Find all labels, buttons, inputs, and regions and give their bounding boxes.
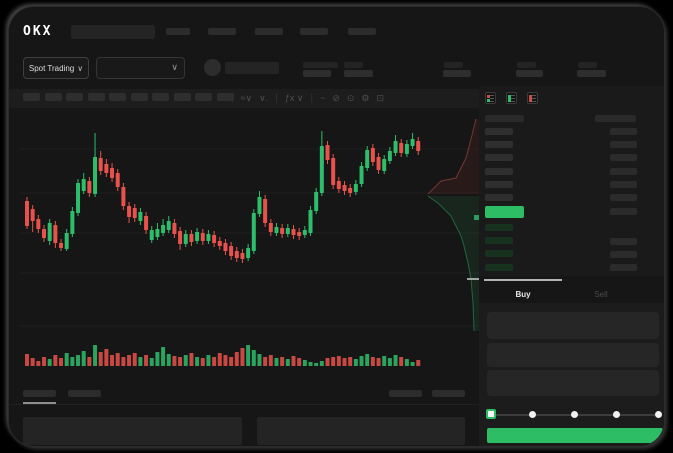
slider-stop-100[interactable] — [655, 411, 662, 418]
bid-size-row-2[interactable] — [610, 251, 637, 258]
slider-stop-50[interactable] — [571, 411, 578, 418]
interval-button-5[interactable] — [109, 93, 126, 101]
toolbar-divider: | — [275, 92, 278, 104]
stat-volume-value — [577, 70, 606, 77]
indicators-icon[interactable]: ƒx ∨ — [284, 93, 304, 103]
search-input[interactable] — [71, 25, 155, 39]
app-window: OKX Spot Trading ∨ ∨ | ≈∨ ∨. | ƒx ∨ | ~ ⊘ ⊙ ⚙ ⊡ — [8, 6, 665, 447]
ask-size-row-3[interactable] — [610, 154, 637, 161]
divider — [9, 404, 479, 405]
fullscreen-icon[interactable]: ⊡ — [376, 93, 385, 103]
interval-button-2[interactable] — [45, 93, 62, 101]
market-type-dropdown[interactable]: Spot Trading ∨ — [23, 57, 89, 79]
interval-button-10[interactable] — [217, 93, 234, 101]
bottom-active-tab-indicator — [23, 402, 56, 404]
amount-field[interactable] — [487, 343, 659, 367]
settings-icon[interactable]: ⚙ — [361, 93, 370, 103]
ask-price-row-5[interactable] — [485, 181, 513, 188]
ask-price-row-1[interactable] — [485, 128, 513, 135]
tab-sell[interactable]: Sell — [594, 290, 608, 299]
stat-change-value — [344, 70, 373, 77]
chevron-down-icon: ∨ — [77, 63, 84, 73]
drawing-tool-icon[interactable]: ⊘ — [332, 93, 340, 103]
interval-button-3[interactable] — [66, 93, 83, 101]
slider-stop-75[interactable] — [613, 411, 620, 418]
interval-button-9[interactable] — [195, 93, 212, 101]
camera-icon[interactable]: ⊙ — [346, 93, 355, 103]
tab-buy[interactable]: Buy — [515, 290, 531, 299]
buy-submit-button[interactable] — [487, 428, 663, 443]
stat-low-value — [516, 70, 543, 77]
market-type-label: Spot Trading — [28, 63, 75, 73]
okx-logo[interactable]: OKX — [23, 24, 53, 39]
ask-size-row-7[interactable] — [610, 208, 637, 215]
chart-style-icon[interactable]: ≈∨ — [240, 93, 253, 103]
bid-price-row-3[interactable] — [485, 250, 513, 257]
orderbook-header-left — [485, 115, 524, 122]
bid-size-row-1[interactable] — [610, 238, 637, 245]
bottom-tab-orders[interactable] — [23, 390, 56, 397]
nav-item-1[interactable] — [166, 28, 190, 35]
book-sell-icon[interactable] — [527, 92, 538, 104]
ask-size-row-2[interactable] — [610, 141, 637, 148]
slider-handle[interactable] — [486, 409, 496, 419]
line-tool-icon[interactable]: ~ — [320, 93, 326, 103]
active-tab-indicator — [484, 279, 562, 281]
interval-dropdown-icon[interactable]: ∨. — [259, 93, 269, 103]
toolbar-divider: | — [231, 92, 234, 104]
orders-table-placeholder — [23, 417, 242, 445]
book-buy-icon[interactable] — [506, 92, 517, 104]
bid-price-row-1[interactable] — [485, 224, 513, 231]
price-field[interactable] — [487, 312, 659, 339]
orderbook-header-right — [595, 115, 636, 122]
ask-size-row-1[interactable] — [610, 128, 637, 135]
ask-price-row-2[interactable] — [485, 141, 513, 148]
candlestick-chart-canvas[interactable] — [19, 107, 479, 377]
stat-price-label — [303, 62, 338, 68]
chevron-down-icon: ∨ — [171, 62, 178, 72]
bid-price-row-4[interactable] — [485, 264, 513, 271]
stat-volume-label — [578, 62, 597, 68]
bid-price-row-2[interactable] — [485, 237, 513, 244]
nav-item-3[interactable] — [255, 28, 283, 35]
last-price-badge[interactable] — [485, 206, 524, 218]
nav-item-5[interactable] — [348, 28, 376, 35]
total-field[interactable] — [487, 370, 659, 396]
interval-button-8[interactable] — [174, 93, 191, 101]
book-both-icon[interactable] — [485, 92, 496, 104]
stat-high-value — [443, 70, 471, 77]
stat-price-value — [303, 70, 331, 77]
ask-size-row-4[interactable] — [610, 168, 637, 175]
interval-button-6[interactable] — [131, 93, 148, 101]
interval-button-7[interactable] — [152, 93, 169, 101]
stat-high-label — [444, 62, 463, 68]
ask-price-row-3[interactable] — [485, 154, 513, 161]
ask-size-row-6[interactable] — [610, 194, 637, 201]
interval-button-1[interactable] — [23, 93, 40, 101]
ask-price-row-4[interactable] — [485, 168, 513, 175]
interval-button-4[interactable] — [88, 93, 105, 101]
stat-change-label — [344, 62, 363, 68]
bottom-action-2[interactable] — [432, 390, 465, 397]
assets-table-placeholder — [257, 417, 465, 445]
ask-price-row-6[interactable] — [485, 194, 513, 201]
pair-selector-dropdown[interactable]: ∨ — [96, 57, 185, 79]
slider-stop-25[interactable] — [529, 411, 536, 418]
chart-tool-icons: | ≈∨ ∨. | ƒx ∨ | ~ ⊘ ⊙ ⚙ ⊡ — [231, 91, 384, 106]
pair-coin-avatar[interactable] — [204, 59, 221, 76]
stat-low-label — [517, 62, 536, 68]
bid-size-row-3[interactable] — [610, 264, 637, 271]
pair-name-placeholder — [225, 62, 279, 74]
bottom-tab-history[interactable] — [68, 390, 101, 397]
bottom-action-1[interactable] — [389, 390, 422, 397]
nav-item-4[interactable] — [300, 28, 328, 35]
ask-size-row-5[interactable] — [610, 181, 637, 188]
nav-item-2[interactable] — [208, 28, 236, 35]
toolbar-divider: | — [310, 92, 314, 104]
